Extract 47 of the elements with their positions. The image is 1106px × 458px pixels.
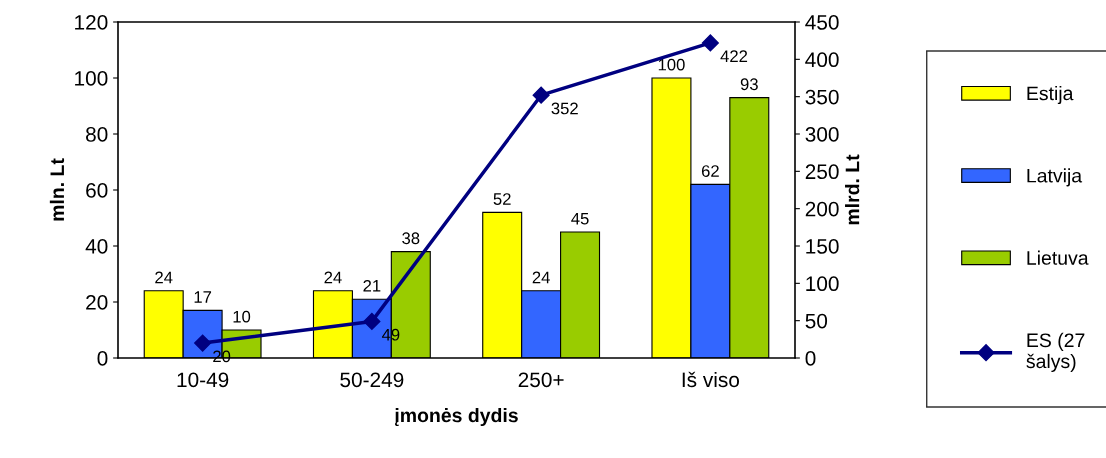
y-tick-label: 20 xyxy=(86,295,108,310)
legend-label: Lietuva xyxy=(1027,250,1089,265)
y-tick-label: 80 xyxy=(86,127,108,142)
point xyxy=(194,334,212,352)
y2-tick-label: 250 xyxy=(805,164,839,180)
legend-label: ES (27 šalys) xyxy=(1026,332,1085,373)
data-label: 100 xyxy=(658,58,685,71)
x-tick-label: 50-249 xyxy=(340,372,404,388)
legend-label: Latvija xyxy=(1027,168,1083,187)
data-label: 21 xyxy=(363,279,381,292)
data-label: 352 xyxy=(551,102,578,115)
point xyxy=(701,34,719,52)
y2-tick-label: 350 xyxy=(805,89,839,105)
data-label: 20 xyxy=(213,350,231,363)
x-tick-label: 250+ xyxy=(518,372,564,388)
y2-tick-label: 100 xyxy=(806,276,839,292)
y2-tick-label: 200 xyxy=(805,201,839,217)
y-tick-label: 40 xyxy=(85,239,108,254)
data-label: 49 xyxy=(381,328,400,341)
legend-label: Estija xyxy=(1027,85,1074,105)
x-tick-label: 10-49 xyxy=(177,372,229,388)
data-label: 45 xyxy=(571,212,589,225)
y2-tick-label: 150 xyxy=(806,239,839,254)
data-label: 38 xyxy=(402,232,420,245)
x-axis-title: įmonės dydis xyxy=(395,407,518,427)
data-label: 24 xyxy=(324,271,342,284)
y2-tick-label: 300 xyxy=(805,127,839,142)
data-label: 93 xyxy=(740,78,758,91)
data-label: 17 xyxy=(194,291,212,303)
x-tick-label: Iš viso xyxy=(682,371,740,388)
y-tick-label: 120 xyxy=(75,15,108,30)
y2-tick-label: 400 xyxy=(805,52,839,68)
y-axis-title: mln. Lt xyxy=(49,158,65,221)
y-tick-label: 100 xyxy=(75,71,108,86)
data-label: 52 xyxy=(493,193,511,205)
point xyxy=(532,86,550,104)
y2-tick-label: 450 xyxy=(805,15,839,30)
y2-tick-label: 50 xyxy=(805,313,828,329)
data-label: 422 xyxy=(720,50,748,62)
data-label: 24 xyxy=(532,271,550,284)
data-label: 24 xyxy=(155,271,173,284)
y-tick-label: 0 xyxy=(97,351,108,366)
data-label: 62 xyxy=(701,165,719,177)
data-label: 10 xyxy=(233,310,251,323)
y-tick-label: 60 xyxy=(86,183,108,198)
y2-axis-title: mlrd. Lt xyxy=(845,154,860,225)
y2-tick-label: 0 xyxy=(805,351,816,366)
